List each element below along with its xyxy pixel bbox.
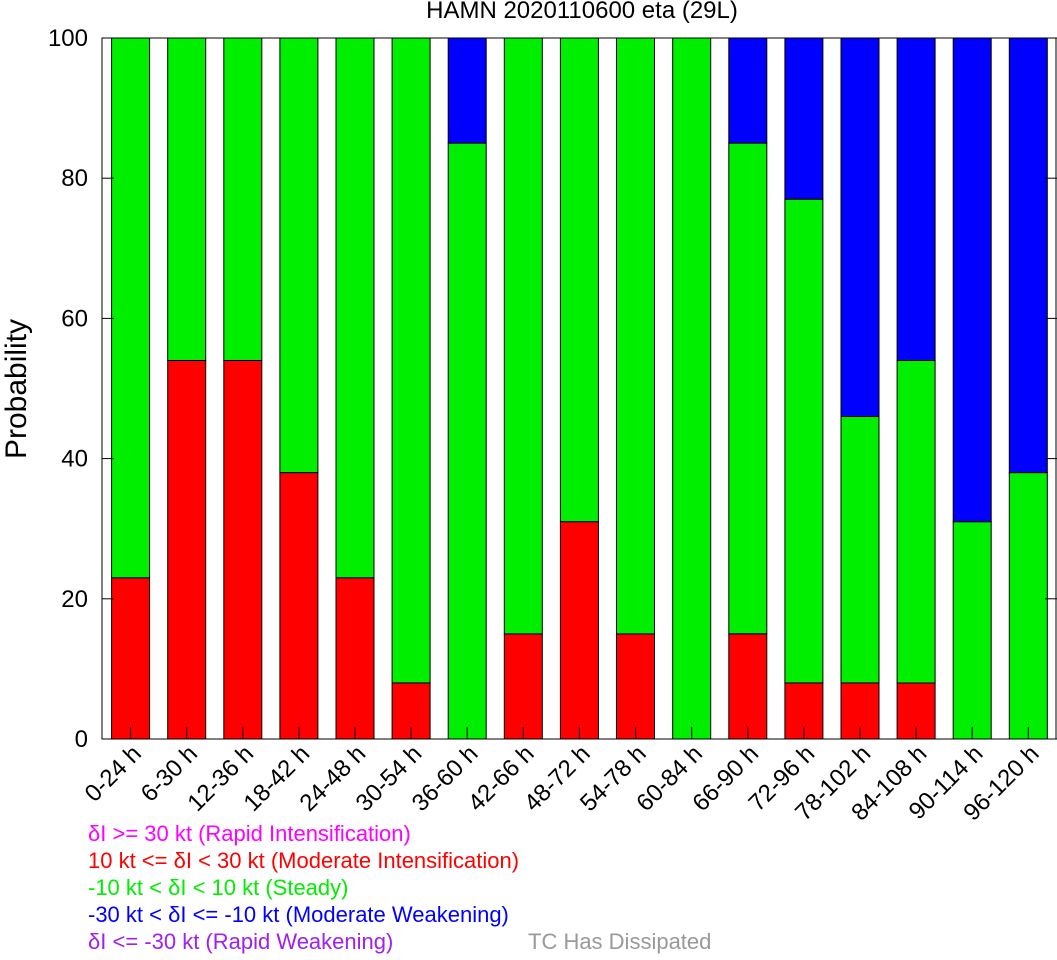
bar-segment-16-series-2: [952, 521, 992, 740]
bar-segment-5-series-1: [335, 577, 375, 740]
chart-title: HAMN 2020110600 eta (29L): [426, 0, 738, 24]
bar-segment-17-series-2: [1008, 472, 1048, 740]
bar-segment-6-series-2: [391, 37, 431, 684]
bar-segment-15-series-2: [896, 360, 936, 684]
y-tick-label: 80: [61, 165, 88, 192]
legend-entry: δI >= 30 kt (Rapid Intensification): [88, 821, 411, 846]
bar-segment-3-series-1: [223, 360, 263, 740]
legend: δI >= 30 kt (Rapid Intensification)10 kt…: [88, 821, 711, 954]
bar-segment-10-series-1: [616, 633, 655, 740]
bar-segment-2-series-1: [167, 360, 207, 740]
bar-segment-15-series-3: [896, 37, 936, 361]
legend-entry: -10 kt < δI < 10 kt (Steady): [88, 875, 348, 900]
legend-entry: 10 kt <= δI < 30 kt (Moderate Intensific…: [88, 848, 519, 873]
bar-segment-13-series-2: [784, 198, 824, 684]
bar-segment-1-series-2: [111, 37, 151, 579]
bar-segment-16-series-3: [952, 37, 992, 523]
bar-segment-12-series-2: [728, 142, 768, 635]
bar-segment-8-series-1: [503, 633, 543, 740]
bar-segment-13-series-3: [784, 37, 824, 200]
y-tick-label: 100: [48, 25, 88, 52]
bar-segment-3-series-2: [223, 37, 263, 361]
bar-segment-7-series-3: [447, 37, 487, 144]
bar-segment-14-series-3: [840, 37, 880, 417]
legend-entry: -30 kt < δI <= -10 kt (Moderate Weakenin…: [88, 902, 509, 927]
bar-segment-9-series-2: [559, 37, 599, 523]
bar-segment-9-series-1: [559, 521, 599, 740]
bar-segment-5-series-2: [335, 37, 375, 579]
bar-segment-4-series-2: [279, 37, 319, 474]
legend-entry: δI <= -30 kt (Rapid Weakening): [88, 929, 393, 954]
y-tick-label: 60: [61, 305, 88, 332]
y-tick-label: 20: [61, 586, 88, 613]
y-tick-label: 0: [75, 726, 88, 753]
bar-segment-4-series-1: [279, 472, 319, 740]
bar-segment-1-series-1: [111, 577, 151, 740]
bar-segment-10-series-2: [616, 37, 655, 635]
bar-segment-12-series-3: [728, 37, 768, 144]
bar-segment-7-series-2: [447, 142, 487, 740]
y-axis-label: Probability: [0, 319, 33, 459]
y-tick-label: 40: [61, 446, 88, 473]
bar-segment-14-series-2: [840, 416, 880, 684]
bar-segment-12-series-1: [728, 633, 768, 740]
bar-segment-11-series-2: [672, 37, 712, 740]
legend-entry: TC Has Dissipated: [528, 929, 711, 954]
x-tick-label: 0-24 h: [80, 740, 147, 807]
bar-segment-17-series-3: [1008, 37, 1048, 474]
bar-segment-2-series-2: [167, 37, 207, 361]
bar-segment-8-series-2: [503, 37, 543, 635]
bars-group: [111, 37, 1048, 740]
